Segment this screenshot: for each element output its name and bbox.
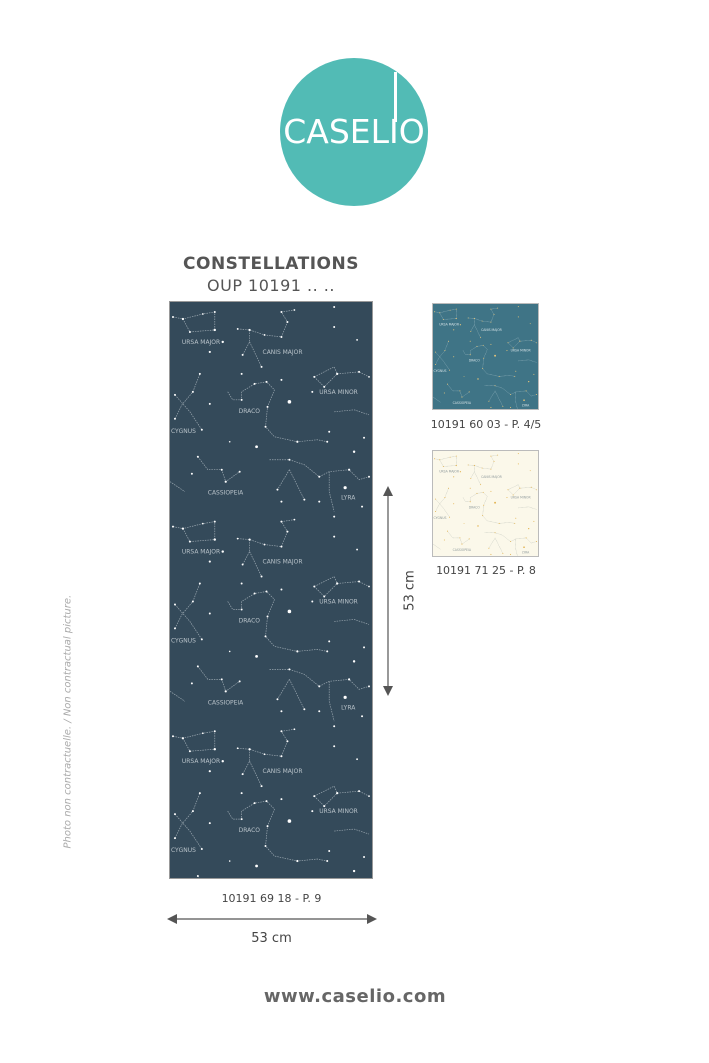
label-lyra: LYRA [341, 495, 356, 502]
label-ursa-minor: URSA MINOR [319, 808, 358, 815]
product-reference: OUP 10191 .. .. [207, 276, 335, 295]
label-canis-major: CANIS MAJOR [481, 475, 503, 479]
label-ursa-minor: URSA MINOR [511, 349, 532, 353]
label-draco: DRACO [239, 408, 261, 415]
constellation-labels: URSA MAJOR CANIS MAJOR URSA MINOR DRACO … [171, 758, 358, 854]
label-cygnus: CYGNUS [171, 637, 196, 644]
main-wallpaper-preview: URSA MAJOR CANIS MAJOR URSA MINOR DRACO … [169, 301, 373, 879]
label-ursa-minor: URSA MINOR [319, 598, 358, 605]
label-ursa-major: URSA MAJOR [439, 323, 460, 327]
height-label: 53 cm [402, 570, 418, 611]
label-lyra: LYRA [522, 550, 530, 554]
product-title: CONSTELLATIONS [183, 254, 359, 274]
label-cassiopeia: CASSIOPEIA [453, 401, 472, 405]
width-arrow [167, 914, 377, 924]
width-label: 53 cm [251, 931, 292, 946]
label-canis-major: CANIS MAJOR [481, 328, 503, 332]
constellation-labels: URSA MAJOR CANIS MAJOR URSA MINOR DRACO … [434, 323, 532, 408]
variant-thumbnail-cream[interactable]: URSA MAJOR CANIS MAJOR URSA MINOR DRACO … [432, 450, 539, 557]
label-canis-major: CANIS MAJOR [263, 559, 303, 566]
label-cassiopeia: CASSIOPEIA [453, 548, 472, 552]
label-ursa-major: URSA MAJOR [182, 339, 220, 346]
disclaimer: Photo non contractuelle. / Non contractu… [62, 594, 74, 849]
variant-ref-cream: 10191 71 25 - P. 8 [436, 564, 536, 577]
label-cygnus: CYGNUS [171, 847, 196, 854]
label-ursa-major: URSA MAJOR [182, 758, 220, 765]
label-draco: DRACO [239, 617, 261, 624]
constellation-labels: URSA MAJOR CANIS MAJOR URSA MINOR DRACO … [171, 339, 358, 502]
variant-ref-main: 10191 69 18 - P. 9 [221, 892, 322, 905]
caselio-logo [280, 58, 428, 206]
logo-text: CASELIO [283, 112, 425, 151]
label-canis-major: CANIS MAJOR [263, 768, 303, 775]
label-cygnus: CYGNUS [171, 428, 196, 435]
variant-ref-blue: 10191 60 03 - P. 4/5 [430, 418, 542, 431]
label-ursa-major: URSA MAJOR [439, 470, 460, 474]
height-arrow [383, 486, 393, 696]
label-ursa-minor: URSA MINOR [511, 496, 532, 500]
label-ursa-major: URSA MAJOR [182, 549, 220, 556]
label-canis-major: CANIS MAJOR [263, 349, 303, 356]
label-draco: DRACO [469, 358, 481, 362]
logo-bar [394, 72, 397, 122]
label-lyra: LYRA [341, 704, 356, 711]
label-cassiopeia: CASSIOPEIA [208, 490, 244, 497]
label-cygnus: CYGNUS [434, 369, 447, 373]
label-lyra: LYRA [522, 403, 530, 407]
label-cassiopeia: CASSIOPEIA [208, 699, 244, 706]
label-draco: DRACO [469, 505, 481, 509]
label-cygnus: CYGNUS [434, 516, 447, 520]
variant-thumbnail-blue[interactable]: URSA MAJOR CANIS MAJOR URSA MINOR DRACO … [432, 303, 539, 410]
website-link[interactable]: www.caselio.com [263, 986, 447, 1007]
constellation-labels: URSA MAJOR CANIS MAJOR URSA MINOR DRACO … [171, 549, 358, 712]
constellation-labels: URSA MAJOR CANIS MAJOR URSA MINOR DRACO … [434, 470, 532, 555]
label-ursa-minor: URSA MINOR [319, 389, 358, 396]
label-draco: DRACO [239, 827, 261, 834]
